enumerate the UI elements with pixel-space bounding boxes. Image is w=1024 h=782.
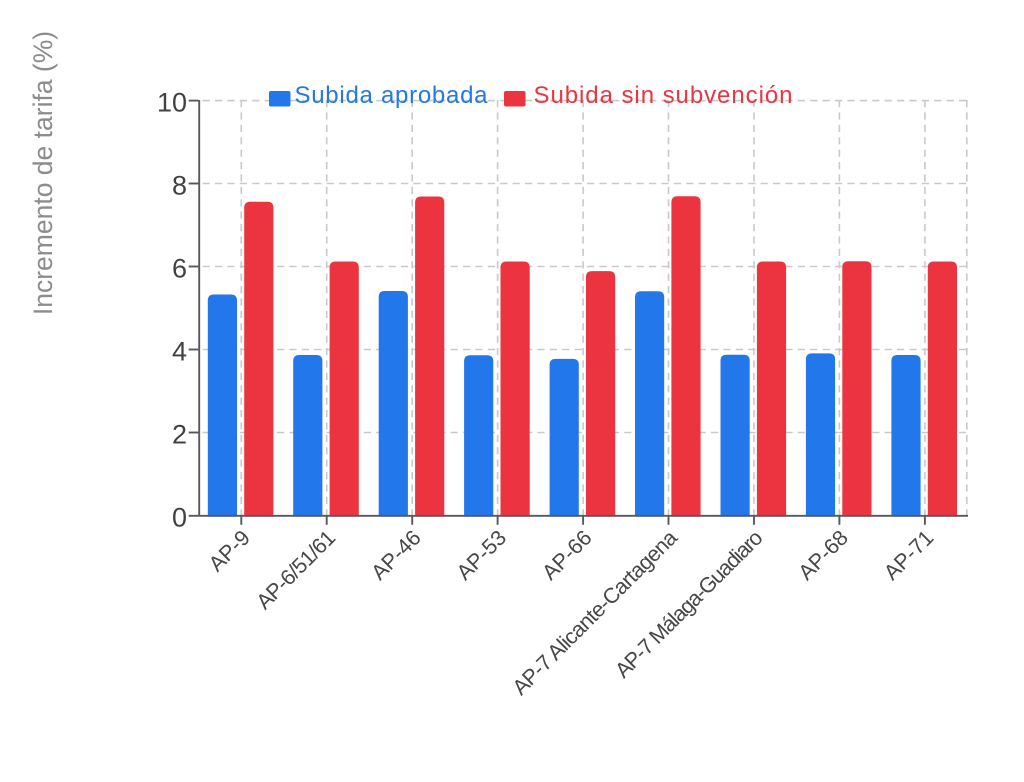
svg-text:8: 8	[172, 170, 187, 200]
svg-text:2: 2	[172, 419, 187, 449]
svg-text:6: 6	[172, 253, 187, 283]
svg-text:Subida aprobada: Subida aprobada	[295, 82, 489, 109]
svg-text:10: 10	[157, 87, 187, 117]
svg-text:4: 4	[172, 336, 187, 366]
svg-text:Subida sin subvención: Subida sin subvención	[534, 82, 793, 109]
svg-text:0: 0	[172, 502, 187, 532]
svg-text:Incremento de tarifa (%): Incremento de tarifa (%)	[28, 31, 58, 315]
